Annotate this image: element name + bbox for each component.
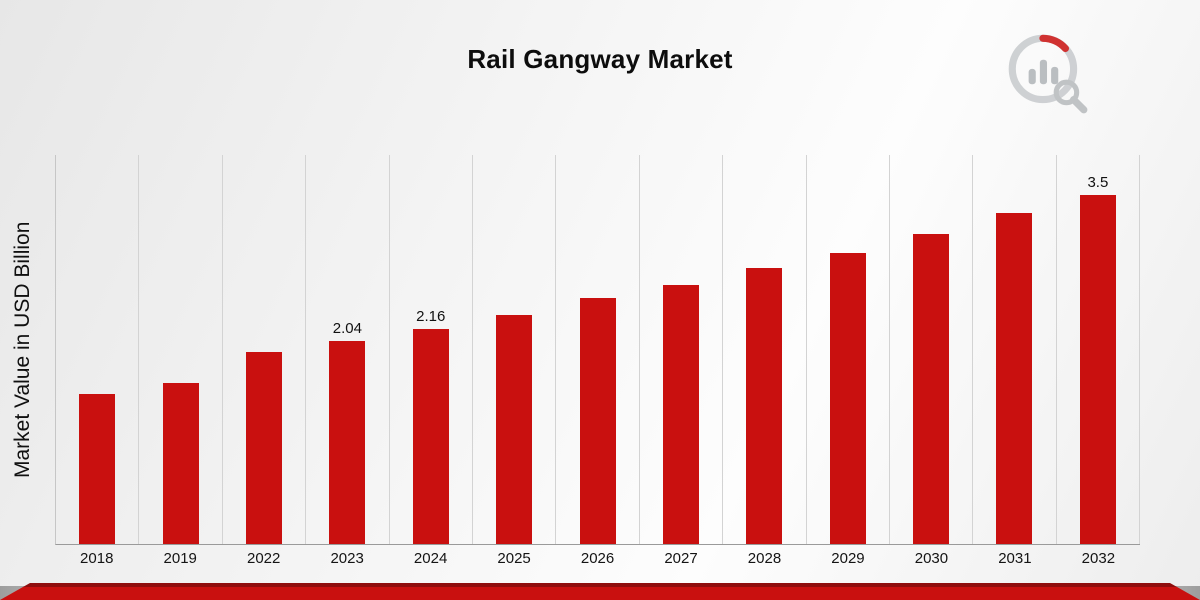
category-slot	[640, 155, 724, 544]
bar-2023: 2.04	[329, 320, 366, 544]
x-tick-label-2026: 2026	[580, 550, 615, 567]
page-title: Rail Gangway Market	[467, 44, 733, 74]
x-tick-label-2023: 2023	[330, 550, 364, 567]
y-axis-label: Market Value in USD Billion	[11, 221, 34, 479]
data-label-2023: 2.04	[332, 319, 362, 337]
bar-2018	[79, 394, 116, 544]
bar-2019	[162, 383, 199, 544]
footer-ribbon	[0, 580, 1200, 600]
x-tick-label-2028: 2028	[747, 550, 782, 567]
x-axis-labels: 2018 2019 2022 2023 2024 2025 2026 2027 2028 2029…	[55, 550, 1140, 567]
category-slot: 3.5	[1057, 155, 1141, 544]
x-tick-label-2029: 2029	[831, 550, 865, 567]
bar-2030	[913, 233, 950, 544]
company-logo-icon	[1008, 34, 1088, 114]
category-slot	[556, 155, 640, 544]
category-slot	[473, 155, 557, 544]
footer-red-band	[0, 583, 1200, 600]
x-tick-label-2019: 2019	[163, 550, 197, 567]
category-slot	[723, 155, 807, 544]
category-slot: 2.04	[306, 155, 390, 544]
category-slot	[890, 155, 974, 544]
bar-2024: 2.16	[412, 308, 449, 544]
category-slot: 2.16	[390, 155, 473, 544]
x-tick-label-2032: 2032	[1081, 550, 1116, 567]
bar-2027	[662, 284, 699, 544]
bar-2026	[579, 297, 616, 544]
footer-dark-red-stripe	[0, 583, 1200, 587]
x-tick-label-2025: 2025	[497, 550, 531, 567]
data-label-2024: 2.16	[416, 307, 446, 325]
category-slot	[56, 155, 140, 544]
x-tick-label-2027: 2027	[664, 550, 698, 567]
bar-2032: 3.5	[1079, 174, 1116, 544]
category-slot	[223, 155, 307, 544]
bar-2031	[996, 212, 1033, 544]
x-tick-label-2022: 2022	[246, 550, 281, 567]
x-tick-label-2018: 2018	[80, 550, 114, 567]
bar-2029	[829, 252, 866, 544]
category-slot	[139, 155, 223, 544]
plot-area: 2.04 2.16 3.5	[55, 155, 1141, 545]
bar-2025	[496, 314, 533, 544]
x-tick-label-2030: 2030	[914, 550, 949, 567]
x-tick-label-2024: 2024	[413, 550, 448, 567]
data-label-2032: 3.5	[1087, 173, 1109, 191]
bar-2022	[245, 351, 282, 544]
footer-bright-red-stripe	[0, 587, 1200, 600]
category-slot	[807, 155, 890, 544]
category-slot	[973, 155, 1057, 544]
bar-2028	[746, 267, 783, 544]
x-tick-label-2031: 2031	[998, 550, 1032, 567]
